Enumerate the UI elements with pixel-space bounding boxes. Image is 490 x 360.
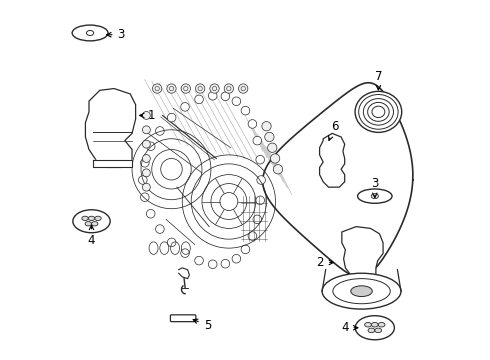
Circle shape bbox=[99, 151, 106, 157]
Ellipse shape bbox=[88, 216, 95, 221]
Text: 2: 2 bbox=[317, 256, 334, 269]
Circle shape bbox=[143, 169, 150, 177]
Circle shape bbox=[239, 84, 248, 93]
Circle shape bbox=[118, 151, 124, 157]
Ellipse shape bbox=[351, 286, 372, 297]
Circle shape bbox=[210, 84, 219, 93]
Circle shape bbox=[262, 122, 271, 131]
Circle shape bbox=[108, 97, 117, 105]
Text: 6: 6 bbox=[329, 120, 339, 140]
Circle shape bbox=[270, 154, 280, 163]
Circle shape bbox=[268, 143, 277, 152]
Circle shape bbox=[256, 196, 265, 204]
Ellipse shape bbox=[375, 328, 382, 333]
Ellipse shape bbox=[85, 222, 92, 226]
Ellipse shape bbox=[95, 216, 101, 221]
Circle shape bbox=[257, 176, 266, 184]
Text: 7: 7 bbox=[375, 69, 382, 90]
Circle shape bbox=[167, 84, 176, 93]
Circle shape bbox=[143, 126, 150, 134]
Circle shape bbox=[181, 249, 189, 257]
Circle shape bbox=[253, 136, 262, 145]
Text: 3: 3 bbox=[107, 28, 125, 41]
Ellipse shape bbox=[358, 189, 392, 203]
Circle shape bbox=[248, 120, 257, 128]
Ellipse shape bbox=[73, 210, 110, 233]
Text: 1: 1 bbox=[140, 109, 155, 122]
Circle shape bbox=[156, 127, 164, 135]
Circle shape bbox=[330, 141, 337, 149]
Circle shape bbox=[141, 193, 149, 202]
Circle shape bbox=[265, 132, 274, 141]
Ellipse shape bbox=[381, 107, 387, 117]
Ellipse shape bbox=[355, 316, 394, 340]
Circle shape bbox=[95, 146, 111, 162]
Ellipse shape bbox=[371, 194, 378, 199]
Circle shape bbox=[208, 91, 217, 100]
Ellipse shape bbox=[87, 31, 94, 36]
Circle shape bbox=[368, 241, 374, 248]
Circle shape bbox=[221, 92, 230, 100]
Ellipse shape bbox=[371, 323, 378, 327]
Circle shape bbox=[181, 103, 189, 111]
Circle shape bbox=[143, 183, 150, 191]
Circle shape bbox=[168, 238, 176, 247]
Ellipse shape bbox=[355, 91, 402, 132]
Circle shape bbox=[324, 167, 342, 185]
Circle shape bbox=[143, 140, 150, 148]
Circle shape bbox=[147, 142, 155, 150]
Polygon shape bbox=[342, 226, 383, 279]
Circle shape bbox=[232, 97, 241, 105]
Text: 4: 4 bbox=[88, 225, 95, 247]
Circle shape bbox=[248, 232, 257, 240]
Circle shape bbox=[168, 113, 176, 122]
Polygon shape bbox=[85, 89, 136, 167]
Ellipse shape bbox=[365, 323, 371, 327]
Ellipse shape bbox=[368, 328, 375, 333]
Polygon shape bbox=[263, 83, 413, 277]
Circle shape bbox=[101, 90, 123, 112]
Circle shape bbox=[349, 241, 356, 248]
Circle shape bbox=[152, 84, 162, 93]
Circle shape bbox=[143, 112, 150, 120]
Circle shape bbox=[256, 156, 265, 164]
Ellipse shape bbox=[322, 273, 401, 309]
Circle shape bbox=[241, 106, 250, 115]
Circle shape bbox=[330, 173, 337, 180]
Circle shape bbox=[195, 95, 203, 104]
Circle shape bbox=[147, 210, 155, 218]
Circle shape bbox=[324, 136, 342, 154]
Polygon shape bbox=[93, 160, 132, 167]
Circle shape bbox=[221, 260, 230, 268]
Circle shape bbox=[232, 255, 241, 263]
Circle shape bbox=[273, 165, 283, 174]
Circle shape bbox=[253, 215, 262, 224]
Circle shape bbox=[364, 237, 379, 252]
Text: 4: 4 bbox=[341, 321, 358, 334]
Circle shape bbox=[156, 225, 164, 233]
Circle shape bbox=[139, 176, 147, 184]
Circle shape bbox=[141, 158, 149, 167]
Circle shape bbox=[113, 146, 129, 162]
Ellipse shape bbox=[72, 25, 108, 41]
Circle shape bbox=[224, 84, 234, 93]
Circle shape bbox=[195, 256, 203, 265]
Ellipse shape bbox=[82, 216, 88, 221]
Polygon shape bbox=[319, 134, 344, 187]
Circle shape bbox=[143, 154, 150, 162]
FancyBboxPatch shape bbox=[171, 315, 196, 321]
Ellipse shape bbox=[92, 222, 98, 226]
Circle shape bbox=[196, 84, 205, 93]
Text: 3: 3 bbox=[371, 177, 378, 198]
Text: 5: 5 bbox=[193, 319, 211, 332]
Ellipse shape bbox=[370, 107, 376, 117]
Circle shape bbox=[344, 237, 361, 252]
Circle shape bbox=[241, 245, 250, 254]
Circle shape bbox=[181, 84, 191, 93]
Ellipse shape bbox=[378, 323, 385, 327]
Circle shape bbox=[208, 260, 217, 269]
